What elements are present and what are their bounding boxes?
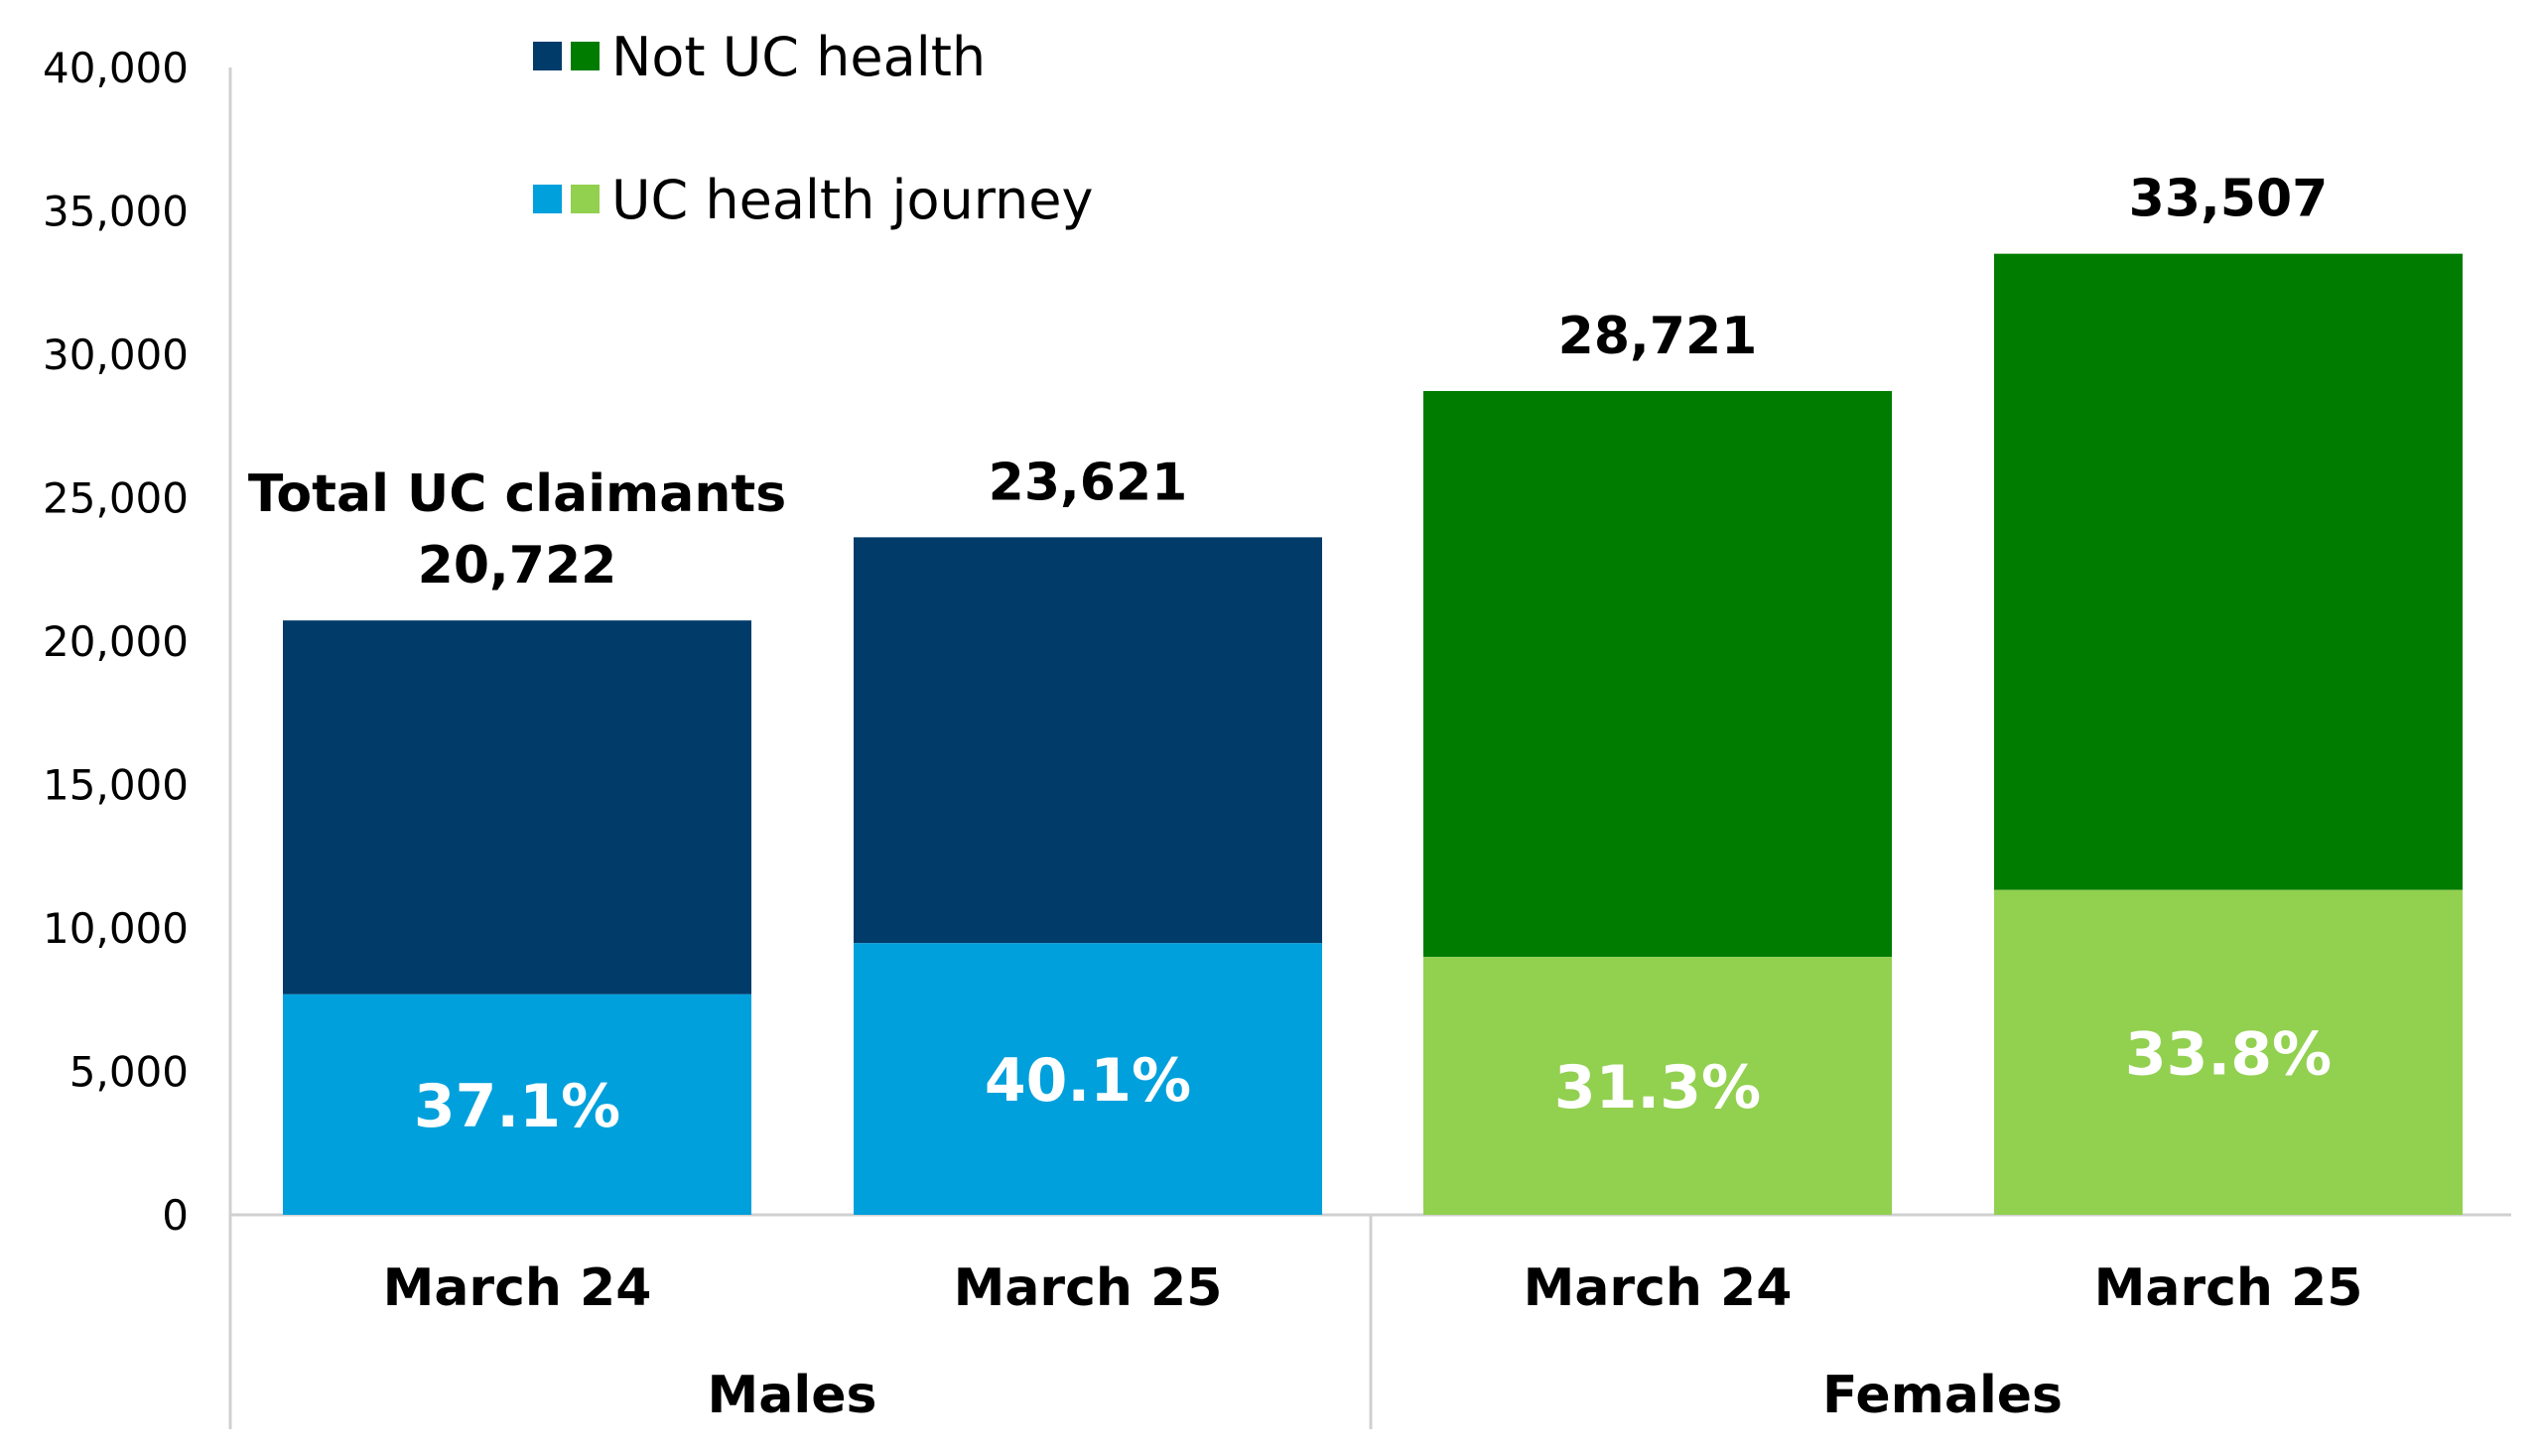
legend-swatch bbox=[571, 185, 600, 213]
bar-pct-label: 40.1% bbox=[985, 1046, 1191, 1116]
bar-not-uc-health bbox=[854, 537, 1322, 944]
bar-total-label: 28,721 bbox=[1558, 307, 1758, 366]
y-tick-label: 10,000 bbox=[43, 904, 189, 953]
bar-uc-health-journey bbox=[283, 993, 751, 1215]
legend-swatch bbox=[571, 42, 600, 70]
y-tick-label: 25,000 bbox=[43, 474, 189, 523]
y-tick-label: 5,000 bbox=[69, 1048, 189, 1097]
x-category-label: March 25 bbox=[954, 1258, 1223, 1318]
legend-label: Not UC health bbox=[611, 26, 986, 88]
bar-not-uc-health bbox=[1994, 253, 2463, 890]
bar-not-uc-health bbox=[283, 620, 751, 994]
x-category-label: March 24 bbox=[383, 1258, 652, 1318]
bar-pct-label: 31.3% bbox=[1554, 1053, 1761, 1123]
bar-uc-health-journey bbox=[854, 943, 1322, 1215]
y-tick-label: 0 bbox=[162, 1191, 189, 1240]
x-group-label: Females bbox=[1822, 1366, 2063, 1425]
x-group-label: Males bbox=[708, 1366, 877, 1425]
y-tick-label: 40,000 bbox=[43, 44, 189, 92]
bar-total-label: 33,507 bbox=[2129, 170, 2329, 229]
y-tick-label: 20,000 bbox=[43, 617, 189, 666]
y-tick-label: 15,000 bbox=[43, 761, 189, 810]
legend-swatch bbox=[533, 185, 562, 213]
bar-total-prefix: Total UC claimants bbox=[248, 464, 786, 524]
bar-uc-health-journey bbox=[1423, 957, 1892, 1215]
bar-total-label: 20,722 bbox=[418, 536, 617, 596]
legend-swatch bbox=[533, 42, 562, 70]
legend-label: UC health journey bbox=[611, 169, 1093, 231]
y-tick-label: 35,000 bbox=[43, 188, 189, 236]
y-tick-label: 30,000 bbox=[43, 331, 189, 379]
bar-total-label: 23,621 bbox=[989, 453, 1188, 512]
x-category-label: March 25 bbox=[2094, 1258, 2363, 1318]
bar-pct-label: 37.1% bbox=[414, 1072, 620, 1141]
x-category-label: March 24 bbox=[1524, 1258, 1793, 1318]
bar-pct-label: 33.8% bbox=[2125, 1019, 2332, 1089]
bar-not-uc-health bbox=[1423, 390, 1892, 958]
bar-uc-health-journey bbox=[1994, 889, 2463, 1215]
